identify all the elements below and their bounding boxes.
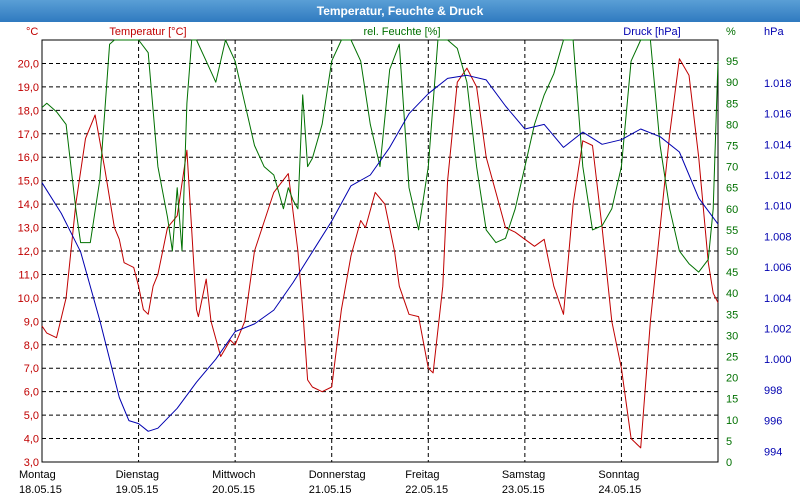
x-tick-day: Mittwoch [212,469,255,481]
humidity-axis: 0 5 10 15 20 25 30 35 40 45 50 55 60 65 70 75 80 85 90 95 [726,56,738,469]
pressure-tick-label: 1.010 [764,201,792,213]
grid [41,39,719,463]
series-line-temperature [41,58,719,449]
temperature-header: Temperatur [°C] [109,26,186,38]
temperature-tick-label: 5,0 [24,410,39,422]
x-tick-date: 24.05.15 [598,484,641,496]
x-tick-date: 21.05.15 [309,484,352,496]
humidity-tick-label: 50 [726,246,738,258]
temperature-tick-label: 7,0 [24,363,39,375]
pressure-header: Druck [hPa] [623,26,680,38]
humidity-tick-label: 10 [726,415,738,427]
humidity-tick-label: 55 [726,225,738,237]
pressure-tick-label: 1.014 [764,139,792,151]
humidity-tick-label: 30 [726,330,738,342]
x-tick-day: Sonntag [598,469,639,481]
humidity-tick-label: 15 [726,394,738,406]
chart: 3,0 4,0 5,0 6,0 7,0 8,0 9,0 10,0 11,0 12,0 13,0 14,… [18,26,792,496]
temperature-tick-label: 3,0 [24,457,39,469]
temperature-tick-label: 8,0 [24,340,39,352]
temperature-tick-label: 17,0 [18,129,39,141]
humidity-tick-label: 45 [726,267,738,279]
temperature-unit: °C [26,26,38,38]
temperature-tick-label: 6,0 [24,387,39,399]
axis-headers: °C Temperatur [°C] rel. Feuchte [%] Druck [… [26,26,784,38]
temperature-tick-label: 13,0 [18,223,39,235]
temperature-tick-label: 18,0 [18,105,39,117]
pressure-axis: 994 996 998 1.000 1.002 1.004 1.006 1.008 1.010 1… [764,78,792,458]
temperature-tick-label: 4,0 [24,434,39,446]
humidity-tick-label: 25 [726,352,738,364]
pressure-tick-label: 1.006 [764,262,792,274]
x-tick-day: Dienstag [116,469,159,481]
series-lines [41,39,719,449]
humidity-unit: % [726,26,736,38]
humidity-tick-label: 60 [726,204,738,216]
pressure-tick-label: 1.018 [764,78,792,90]
pressure-unit: hPa [764,26,784,38]
pressure-tick-label: 1.002 [764,323,792,335]
x-tick-date: 22.05.15 [405,484,448,496]
window-title: Temperatur, Feuchte & Druck [0,0,800,22]
series-line-pressure [41,74,719,432]
pressure-tick-label: 998 [764,385,782,397]
temperature-tick-label: 11,0 [18,269,39,281]
pressure-tick-label: 994 [764,446,782,458]
humidity-tick-label: 80 [726,119,738,131]
x-tick-day: Donnerstag [309,469,366,481]
x-tick-date: 20.05.15 [212,484,255,496]
temperature-tick-label: 15,0 [18,176,39,188]
humidity-tick-label: 75 [726,141,738,153]
temperature-tick-label: 19,0 [18,82,39,94]
pressure-tick-label: 1.012 [764,170,792,182]
temperature-tick-label: 20,0 [18,58,39,70]
humidity-tick-label: 95 [726,56,738,68]
x-tick-day: Freitag [405,469,439,481]
temperature-axis: 3,0 4,0 5,0 6,0 7,0 8,0 9,0 10,0 11,0 12,0 13,0 14,… [18,58,39,469]
humidity-tick-label: 35 [726,309,738,321]
x-tick-day: Samstag [502,469,545,481]
humidity-tick-label: 85 [726,98,738,110]
humidity-tick-label: 40 [726,288,738,300]
humidity-tick-label: 0 [726,457,732,469]
x-tick-day: Montag [19,469,56,481]
temperature-tick-label: 16,0 [18,152,39,164]
temperature-tick-label: 12,0 [18,246,39,258]
humidity-tick-label: 70 [726,162,738,174]
series-line-humidity [41,39,719,273]
humidity-tick-label: 65 [726,183,738,195]
x-tick-date: 18.05.15 [19,484,62,496]
humidity-tick-label: 90 [726,77,738,89]
humidity-tick-label: 5 [726,436,732,448]
x-tick-date: 23.05.15 [502,484,545,496]
pressure-tick-label: 1.004 [764,293,792,305]
humidity-header: rel. Feuchte [%] [363,26,440,38]
temperature-tick-label: 10,0 [18,293,39,305]
pressure-tick-label: 1.008 [764,231,792,243]
pressure-tick-label: 1.016 [764,109,792,121]
temperature-tick-label: 9,0 [24,316,39,328]
temperature-tick-label: 14,0 [18,199,39,211]
pressure-tick-label: 1.000 [764,354,792,366]
x-tick-date: 19.05.15 [116,484,159,496]
humidity-tick-label: 20 [726,373,738,385]
pressure-tick-label: 996 [764,416,782,428]
x-axis: Montag 18.05.15 Dienstag 19.05.15 Mittwoch 20… [19,469,641,496]
